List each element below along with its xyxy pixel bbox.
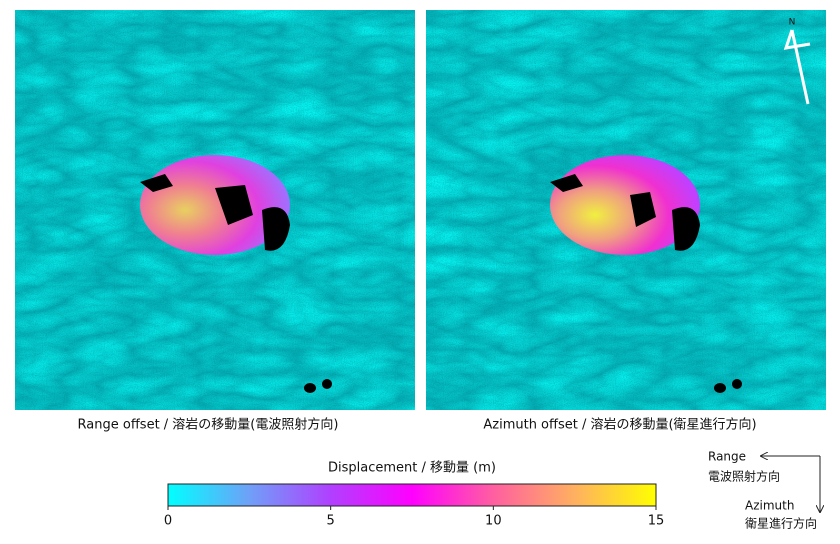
north-label: N — [789, 18, 796, 28]
north-arrow — [783, 29, 811, 105]
panel-range: Range offset / 溶岩の移動量(電波照射方向) — [15, 10, 415, 433]
range-label: Range — [708, 450, 746, 464]
panel-azimuth: N Azimuth offset / 溶岩の移動量(衛星進行方向) — [426, 10, 826, 433]
tick-label: 5 — [327, 514, 335, 529]
tick-label: 0 — [164, 514, 172, 529]
azimuth-label: Azimuth — [745, 499, 794, 513]
colorbar-title: Displacement / 移動量 (m) — [328, 461, 496, 476]
tick-label: 15 — [648, 514, 665, 529]
panel-caption: Azimuth offset / 溶岩の移動量(衛星進行方向) — [483, 417, 756, 433]
colorbar — [167, 483, 657, 507]
tick-label: 10 — [485, 514, 502, 529]
azimuth-label-ja: 衛星進行方向 — [745, 516, 817, 531]
panel-caption: Range offset / 溶岩の移動量(電波照射方向) — [78, 417, 339, 433]
direction-legend: Range 電波照射方向 Azimuth 衛星進行方向 — [708, 450, 820, 531]
range-label-ja: 電波照射方向 — [708, 469, 780, 484]
